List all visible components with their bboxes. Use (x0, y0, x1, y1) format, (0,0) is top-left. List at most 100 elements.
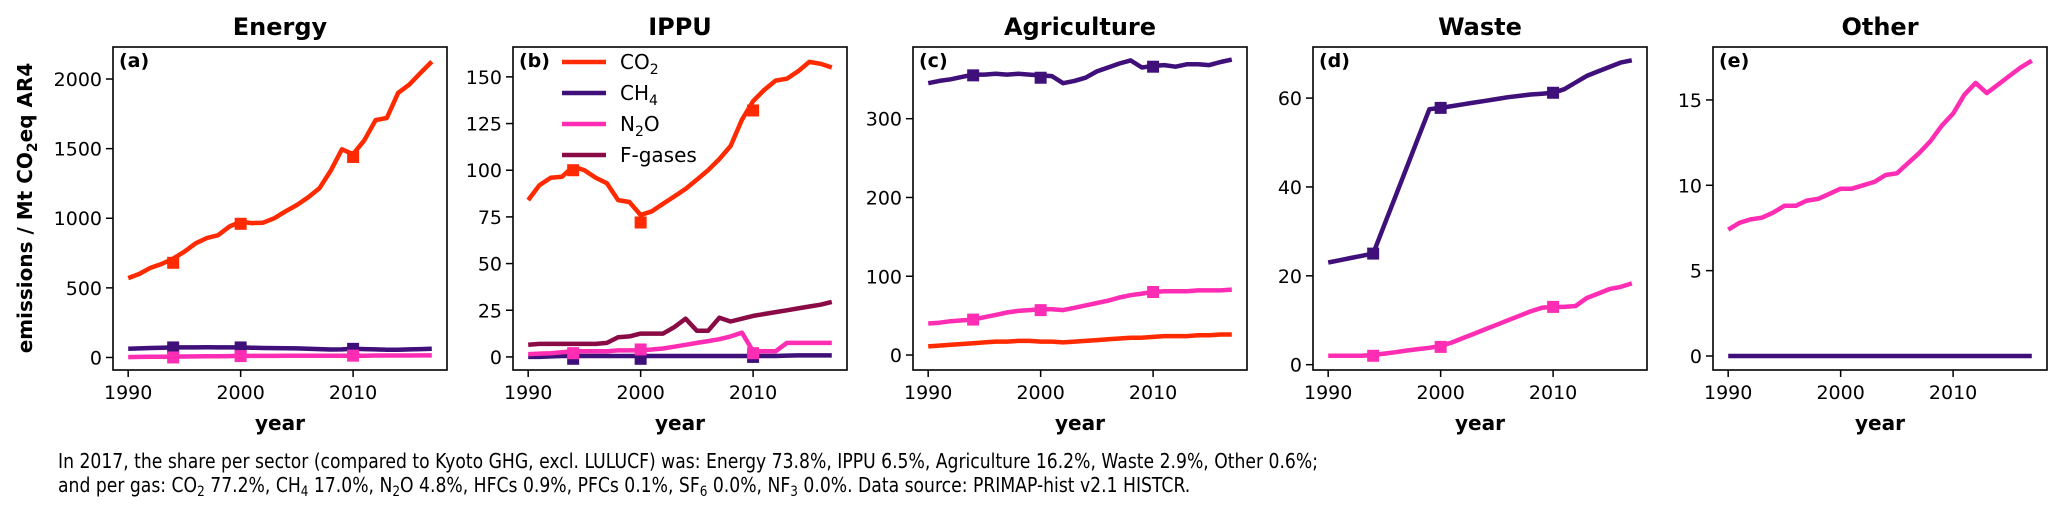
x-tick-label: 2000 (216, 382, 264, 404)
x-axis-label: year (1855, 411, 1905, 435)
series-group (127, 60, 434, 364)
panel-other: Other (e) 0 5 10 15 1990 2000 2010 year (1678, 13, 2048, 435)
panel-ippu: IPPU (b) 0 25 50 75 100 125 150 1990 2000 2010 year C… (466, 13, 848, 435)
data-marker-ch4 (1547, 86, 1560, 99)
y-tick-label: 125 (466, 114, 502, 136)
y-tick-label: 1500 (54, 139, 102, 161)
x-axis-label: year (1055, 411, 1105, 435)
x-tick-label: 1990 (904, 382, 952, 404)
y-axis-label: emissions / Mt CO2eq AR4 (13, 63, 41, 354)
panel-title: Waste (1438, 13, 1522, 41)
panel-label: (e) (1719, 50, 1749, 72)
y-tick-label: 0 (90, 347, 102, 369)
panel-label: (d) (1319, 50, 1350, 72)
x-tick-label: 1990 (504, 382, 552, 404)
x-tick-label: 1990 (1704, 382, 1752, 404)
data-marker-n2o (634, 343, 647, 356)
data-marker-n2o (234, 350, 247, 363)
series-line-co2 (127, 60, 434, 281)
y-tick-label: 25 (478, 300, 502, 322)
x-tick-label: 2000 (1816, 382, 1864, 404)
x-tick-label: 2000 (1016, 382, 1064, 404)
y-tick-label: 100 (866, 266, 902, 288)
data-marker-n2o (567, 347, 580, 360)
caption-subscript: 2 (197, 484, 205, 500)
y-tick-label: 1000 (54, 208, 102, 230)
figure-caption: In 2017, the share per sector (compared … (58, 449, 1319, 500)
y-tick-label: 150 (466, 67, 502, 89)
y-tick-label: 500 (66, 278, 102, 300)
y-tick-label: 50 (478, 254, 502, 276)
data-marker-n2o (1367, 349, 1380, 362)
x-axis-label: year (655, 411, 705, 435)
data-marker-n2o (167, 351, 180, 364)
series-group (927, 57, 1233, 349)
series-group (1727, 58, 2033, 359)
series-line-ch4 (1327, 58, 1633, 265)
y-tick-label: 75 (478, 207, 502, 229)
panel-label: (a) (119, 50, 149, 72)
data-marker-co2 (747, 104, 760, 117)
y-tick-label: 10 (1678, 175, 1702, 197)
x-tick-label: 1990 (104, 382, 152, 404)
series-group (1327, 58, 1633, 362)
data-marker-ch4 (634, 352, 647, 365)
panel-title: IPPU (648, 13, 712, 41)
axes-frame (1312, 46, 1648, 371)
axes-frame (1712, 46, 2048, 371)
data-marker-co2 (567, 164, 580, 177)
y-tick-label: 2000 (54, 69, 102, 91)
data-marker-co2 (347, 150, 360, 163)
x-tick-label: 2010 (1529, 382, 1577, 404)
data-marker-ch4 (1034, 71, 1047, 84)
panel-energy: Energy (a) 0 500 1000 1500 2000 1990 2000 2010 yea… (54, 13, 448, 435)
series-line-n2o (1328, 281, 1633, 359)
data-marker-ch4 (967, 69, 980, 82)
series-group (526, 59, 833, 365)
legend-item-ch4: CH4 (562, 81, 658, 109)
legend: CO2 CH4 N2O F-gases (562, 50, 697, 167)
legend-item-n2o: N2O (562, 112, 660, 140)
y-tick-label: 0 (1690, 346, 1702, 368)
data-marker-co2 (167, 256, 180, 269)
panel-title: Other (1841, 13, 1918, 41)
x-tick-label: 2010 (1129, 382, 1177, 404)
data-marker-ch4 (167, 341, 180, 354)
x-axis-label: year (255, 411, 305, 435)
data-marker-n2o (747, 347, 760, 360)
data-marker-ch4 (1367, 247, 1380, 260)
data-marker-n2o (1547, 300, 1560, 313)
axes-frame (912, 46, 1248, 371)
caption-subscript: 4 (300, 484, 309, 500)
panel-label: (b) (519, 50, 550, 72)
legend-label: N2O (620, 112, 660, 140)
legend-label: CO2 (620, 50, 659, 78)
y-tick-label: 0 (890, 345, 902, 367)
panel-agriculture: Agriculture (c) 0 100 200 300 1990 2000 2010 year (866, 13, 1248, 435)
caption-subscript: 6 (699, 484, 708, 500)
series-line-f-gases (528, 299, 833, 348)
legend-label: CH4 (620, 81, 658, 109)
y-tick-label: 15 (1678, 90, 1702, 112)
caption-line-2: and per gas: CO2 77.2%, CH4 17.0%, N2O 4… (58, 473, 1191, 500)
legend-item-co2: CO2 (562, 50, 659, 78)
x-tick-label: 1990 (1304, 382, 1352, 404)
x-tick-label: 2010 (1929, 382, 1977, 404)
panel-title: Energy (233, 13, 328, 41)
x-tick-label: 2010 (329, 382, 377, 404)
legend-label: F-gases (620, 143, 697, 167)
data-marker-n2o (1034, 304, 1047, 317)
data-marker-ch4 (1147, 60, 1160, 73)
panel-waste: Waste (d) 0 20 40 60 1990 2000 2010 year (1278, 13, 1648, 435)
caption-line-1: In 2017, the share per sector (compared … (58, 449, 1319, 473)
y-tick-label: 60 (1278, 88, 1302, 110)
data-marker-co2 (634, 216, 647, 229)
series-line-n2o (1727, 58, 2033, 232)
data-marker-n2o (1147, 286, 1160, 299)
x-tick-label: 2000 (1416, 382, 1464, 404)
data-marker-n2o (347, 349, 360, 362)
caption-subscript: 2 (392, 484, 401, 500)
data-marker-n2o (967, 313, 980, 326)
x-axis-label: year (1455, 411, 1505, 435)
